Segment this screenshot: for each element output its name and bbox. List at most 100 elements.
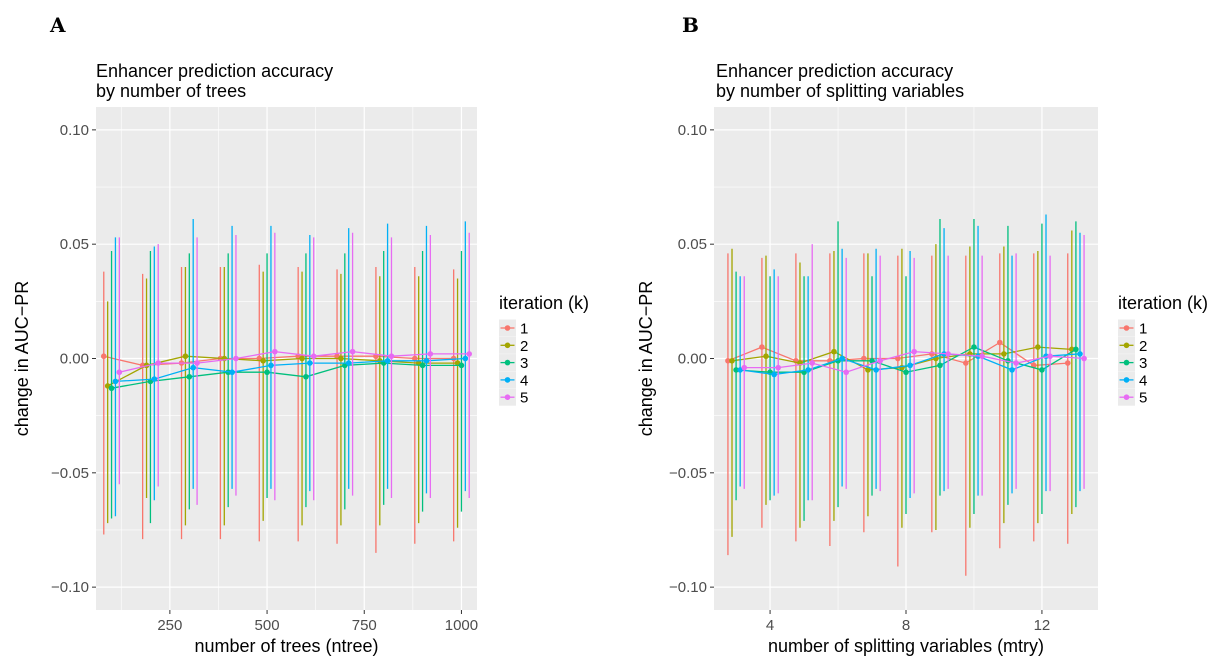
legend-key-point bbox=[504, 359, 511, 366]
data-point bbox=[805, 367, 811, 373]
panel-a-letter: A bbox=[49, 13, 66, 37]
data-point bbox=[151, 376, 158, 382]
legend-key bbox=[499, 354, 516, 372]
data-point bbox=[307, 360, 313, 366]
data-point bbox=[839, 355, 845, 362]
data-point bbox=[907, 362, 913, 369]
chart-title-line1: Enhancer prediction accuracy bbox=[96, 61, 333, 81]
legend-key bbox=[1118, 354, 1135, 372]
data-point bbox=[1077, 351, 1083, 357]
data-point bbox=[831, 348, 837, 355]
y-axis-label: change in AUC−PR bbox=[636, 281, 656, 437]
data-point bbox=[809, 360, 816, 366]
legend-label: 4 bbox=[520, 372, 528, 389]
data-point bbox=[466, 351, 473, 357]
data-point bbox=[182, 353, 189, 360]
y-tick-label: 0.00 bbox=[678, 351, 707, 368]
y-tick-label: −0.05 bbox=[669, 465, 707, 482]
data-point bbox=[877, 357, 883, 364]
data-point bbox=[1081, 355, 1087, 362]
data-point bbox=[729, 357, 735, 364]
series-1 bbox=[725, 253, 1071, 576]
series-3 bbox=[108, 251, 465, 524]
data-point bbox=[419, 362, 426, 369]
data-point bbox=[1039, 367, 1045, 373]
data-point bbox=[759, 344, 765, 350]
data-point bbox=[310, 353, 317, 360]
y-tick-label: 0.10 bbox=[60, 122, 89, 139]
legend-key bbox=[1118, 388, 1135, 406]
data-point bbox=[338, 355, 344, 362]
data-point bbox=[996, 339, 1003, 346]
x-tick-label: 250 bbox=[157, 617, 182, 634]
series-line bbox=[111, 362, 462, 389]
y-axis-label: change in AUC−PR bbox=[12, 281, 32, 437]
legend-key bbox=[1118, 371, 1135, 389]
legend-label: 3 bbox=[520, 355, 528, 372]
legend-key-point bbox=[1123, 394, 1130, 401]
data-point bbox=[937, 362, 943, 369]
data-point bbox=[929, 351, 935, 357]
legend-key-point bbox=[504, 377, 511, 383]
data-point bbox=[963, 360, 969, 366]
data-point bbox=[100, 353, 107, 360]
x-axis-label: number of trees (ntree) bbox=[194, 636, 378, 656]
y-tick-label: −0.10 bbox=[51, 579, 89, 596]
data-point bbox=[190, 364, 196, 371]
panel-b-letter: B bbox=[682, 13, 699, 37]
series-line bbox=[119, 350, 470, 373]
series-line bbox=[103, 355, 454, 367]
series-line bbox=[115, 357, 466, 383]
x-tick-label: 750 bbox=[352, 617, 377, 634]
series-line bbox=[107, 355, 458, 387]
series-5 bbox=[116, 232, 473, 505]
legend-label: 5 bbox=[1139, 390, 1147, 407]
series-2 bbox=[729, 230, 1075, 537]
legend-label: 2 bbox=[1139, 338, 1147, 355]
y-tick-label: 0.00 bbox=[60, 351, 89, 368]
data-point bbox=[303, 373, 309, 380]
x-tick-label: 4 bbox=[766, 617, 774, 634]
data-point bbox=[388, 353, 395, 360]
legend-key-point bbox=[504, 342, 511, 349]
x-tick-label: 12 bbox=[1034, 617, 1051, 634]
data-point bbox=[737, 367, 743, 373]
legend-key bbox=[1118, 336, 1135, 354]
legend-title: iteration (k) bbox=[499, 293, 589, 313]
legend-key bbox=[499, 319, 516, 337]
chart-panel-b: Enhancer prediction accuracy by number o… bbox=[636, 61, 1208, 656]
data-point bbox=[272, 348, 278, 355]
series-1 bbox=[100, 264, 457, 553]
legend-key bbox=[499, 336, 516, 354]
legend-key-point bbox=[1123, 359, 1130, 366]
x-axis-label: number of splitting variables (mtry) bbox=[768, 636, 1044, 656]
chart-title-line2: by number of trees bbox=[96, 81, 246, 101]
legend-title: iteration (k) bbox=[1118, 293, 1208, 313]
y-tick-label: −0.05 bbox=[51, 465, 89, 482]
data-point bbox=[971, 344, 977, 350]
legend-key-point bbox=[1123, 342, 1130, 349]
data-point bbox=[865, 367, 871, 373]
data-point bbox=[1073, 346, 1079, 353]
data-point bbox=[411, 355, 418, 362]
data-point bbox=[233, 355, 239, 362]
legend-label: 1 bbox=[520, 321, 528, 338]
data-point bbox=[1013, 360, 1019, 366]
series-4 bbox=[737, 214, 1083, 501]
data-point bbox=[299, 355, 305, 362]
data-point bbox=[843, 369, 849, 376]
data-point bbox=[861, 355, 867, 362]
data-point bbox=[427, 351, 434, 357]
data-point bbox=[268, 362, 274, 369]
data-point bbox=[112, 378, 119, 385]
legend-key-point bbox=[504, 394, 511, 401]
data-point bbox=[423, 357, 430, 364]
data-point bbox=[1009, 367, 1015, 373]
data-point bbox=[155, 360, 162, 366]
data-point bbox=[945, 351, 951, 357]
legend-label: 3 bbox=[1139, 355, 1147, 372]
data-point bbox=[1047, 353, 1053, 360]
data-point bbox=[186, 373, 193, 380]
